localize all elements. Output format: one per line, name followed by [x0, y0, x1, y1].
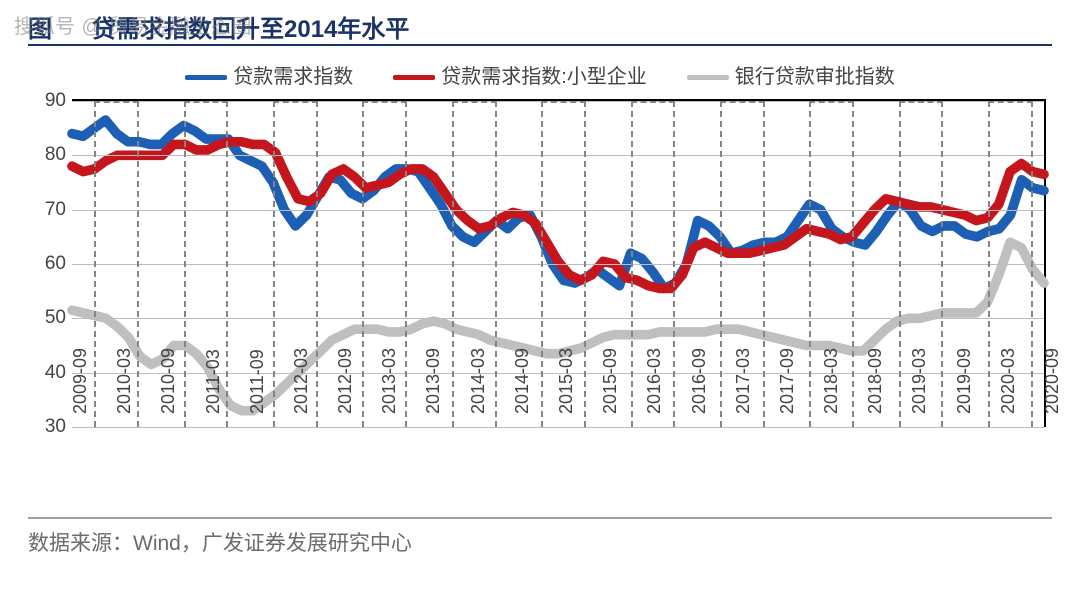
chart-area: 30 40 50 60 70 80 90 2009-09 2010-03 2010-09 2011-…: [28, 91, 1052, 511]
x-tick-label: 2016-09: [689, 348, 710, 414]
chart-container: 搜狐号 @ 贸易金融生态圈 图 贷需求指数回升至2014年水平 贷款需求指数贷款…: [0, 0, 1080, 612]
y-tick-label: 50: [45, 307, 66, 329]
legend-label: 贷款需求指数: [233, 66, 353, 88]
x-tick-label: 2016-03: [644, 348, 665, 414]
legend-swatch: [687, 75, 729, 80]
x-tick-label: 2020-03: [998, 348, 1019, 414]
x-tick-label: 2010-03: [114, 348, 135, 414]
x-tick-label: 2020-09: [1042, 348, 1063, 414]
x-tick-label: 2018-09: [865, 348, 886, 414]
legend-swatch: [393, 75, 435, 80]
x-tick-label: 2012-03: [291, 348, 312, 414]
y-tick-label: 90: [45, 90, 66, 112]
y-tick-label: 30: [45, 416, 66, 438]
y-tick-label: 80: [45, 144, 66, 166]
chart-legend: 贷款需求指数 贷款需求指数:小型企业 银行贷款审批指数: [28, 52, 1052, 91]
plot-area: 304050607080902009-092010-032010-092011-…: [72, 99, 1046, 427]
x-tick-label: 2010-09: [158, 348, 179, 414]
x-tick-label: 2019-03: [909, 348, 930, 414]
x-tick-label: 2009-09: [70, 348, 91, 414]
x-tick-label: 2017-03: [733, 348, 754, 414]
legend-label: 贷款需求指数:小型企业: [441, 66, 647, 88]
legend-swatch: [185, 75, 227, 80]
y-tick-label: 60: [45, 253, 66, 275]
legend-item: 贷款需求指数: [185, 66, 353, 88]
x-tick-label: 2014-09: [512, 348, 533, 414]
x-tick-label: 2013-03: [379, 348, 400, 414]
x-tick-label: 2019-09: [954, 348, 975, 414]
watermark-text: 搜狐号 @ 贸易金融生态圈: [14, 10, 252, 39]
y-tick-label: 70: [45, 199, 66, 221]
legend-item: 贷款需求指数:小型企业: [393, 66, 647, 88]
x-tick-label: 2011-03: [203, 349, 224, 414]
x-tick-label: 2014-03: [468, 348, 489, 414]
source-footer: 数据来源：Wind，广发证券发展研究中心: [28, 517, 1052, 557]
x-tick-label: 2012-09: [335, 348, 356, 414]
x-tick-label: 2011-09: [247, 349, 268, 414]
x-tick-label: 2015-03: [556, 348, 577, 414]
y-tick-label: 40: [45, 362, 66, 384]
x-tick-label: 2015-09: [600, 348, 621, 414]
gridline: [72, 427, 1044, 428]
x-tick-label: 2013-09: [423, 348, 444, 414]
x-tick-label: 2017-09: [777, 348, 798, 414]
legend-item: 银行贷款审批指数: [687, 66, 895, 88]
legend-label: 银行贷款审批指数: [735, 66, 895, 88]
x-tick-label: 2018-03: [821, 348, 842, 414]
